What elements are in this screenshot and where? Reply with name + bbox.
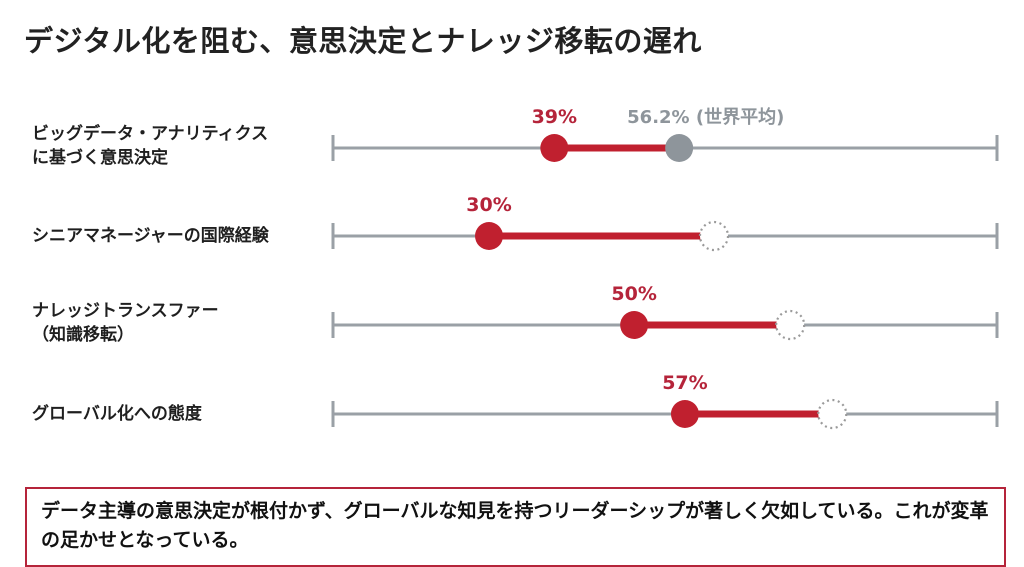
row-label-bigdata: ビッグデータ・アナリティクス に基づく意思決定 (32, 122, 268, 170)
row-label-line: ナレッジトランスファー (32, 301, 219, 321)
benchmark-marker (817, 398, 848, 430)
row-label-knowledge-transfer: ナレッジトランスファー （知識移転） (32, 299, 219, 347)
row-label-line: ビッグデータ・アナリティクス (32, 124, 269, 144)
value-marker (620, 311, 649, 339)
row-label-line: グローバル化への態度 (32, 404, 202, 424)
value-label: 30% (466, 194, 511, 216)
value-marker (475, 222, 504, 250)
summary-callout: データ主導の意思決定が根付かず、グローバルな知見を持つリーダーシップが著しく欠如… (25, 487, 1006, 567)
value-marker (540, 134, 569, 162)
benchmark-marker (698, 220, 730, 252)
row-label-line: （知識移転） (32, 325, 134, 345)
value-label: 50% (611, 283, 656, 305)
benchmark-marker (775, 309, 806, 341)
value-marker (670, 400, 699, 428)
row-label-globalization: グローバル化への態度 (32, 402, 202, 426)
row-label-line: に基づく意思決定 (32, 148, 168, 168)
row-label-intl-experience: シニアマネージャーの国際経験 (32, 224, 269, 248)
benchmark-marker (665, 134, 694, 162)
row-label-line: シニアマネージャーの国際経験 (32, 226, 269, 246)
dumbbell-chart: 39% 56.2% (世界平均) 30% 50% 57% (331, 106, 999, 430)
page-title: デジタル化を阻む、意思決定とナレッジ移転の遅れ (24, 24, 702, 58)
value-label: 39% (532, 106, 577, 128)
benchmark-label: 56.2% (世界平均) (627, 106, 784, 128)
value-label: 57% (662, 372, 707, 394)
